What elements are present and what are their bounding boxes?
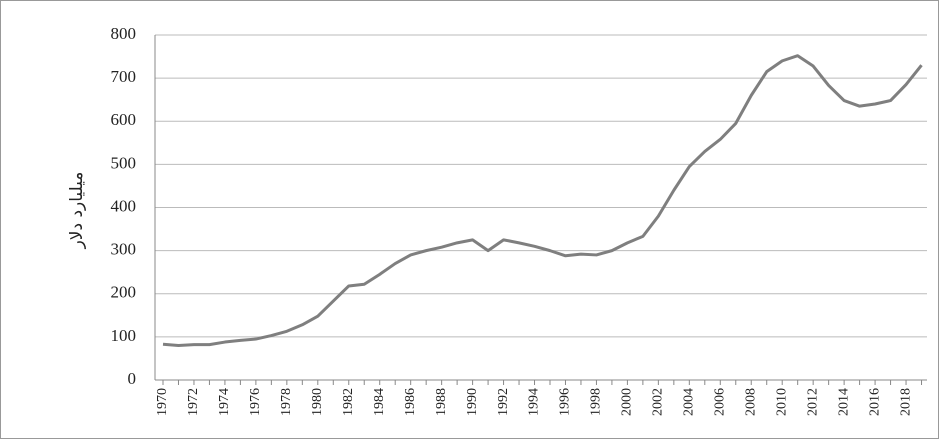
x-tick-label: 2004 <box>682 388 697 416</box>
y-tick-label: 600 <box>111 110 137 129</box>
y-tick-label: 200 <box>111 283 137 302</box>
y-tick-label: 400 <box>111 196 137 215</box>
frame <box>1 1 939 439</box>
chart: میلیارد دلار 0 100 200 300 400 500 600 700 800 19… <box>0 0 940 441</box>
x-tick-label: 2008 <box>743 388 758 416</box>
x-tick-label: 1970 <box>155 388 170 416</box>
x-tick-label: 2018 <box>898 388 913 416</box>
x-tick-label: 1976 <box>248 388 263 416</box>
y-tick-label: 100 <box>111 326 137 345</box>
x-tick-label: 1996 <box>558 388 573 416</box>
x-tick-label: 1994 <box>527 388 542 416</box>
x-tick-label: 2000 <box>620 388 635 416</box>
x-tick-label: 2014 <box>836 388 851 416</box>
x-tick-label: 1992 <box>496 388 511 416</box>
y-tick-label: 800 <box>111 24 137 43</box>
x-tick-label: 1990 <box>465 388 480 416</box>
x-tick-label: 1974 <box>217 388 232 416</box>
x-tick-label: 1980 <box>310 388 325 416</box>
x-tick-label: 1984 <box>372 388 387 416</box>
x-tick-label: 1978 <box>279 388 294 416</box>
x-tick-label: 2006 <box>712 388 727 416</box>
x-tick-label: 1998 <box>589 388 604 416</box>
x-tick-label: 2012 <box>805 388 820 416</box>
x-tick-label: 1982 <box>341 388 356 416</box>
y-axis-title: میلیارد دلار <box>67 172 87 250</box>
y-tick-label: 300 <box>111 240 137 259</box>
y-tick-label: 700 <box>111 67 137 86</box>
x-tick-label: 1972 <box>186 388 201 416</box>
x-tick-label: 1986 <box>403 388 418 416</box>
x-tick-label: 2016 <box>867 388 882 416</box>
y-tick-label: 0 <box>128 369 137 388</box>
x-tick-label: 2010 <box>774 388 789 416</box>
x-tick-label: 1988 <box>434 388 449 416</box>
y-tick-label: 500 <box>111 153 137 172</box>
x-tick-label: 2002 <box>651 388 666 416</box>
